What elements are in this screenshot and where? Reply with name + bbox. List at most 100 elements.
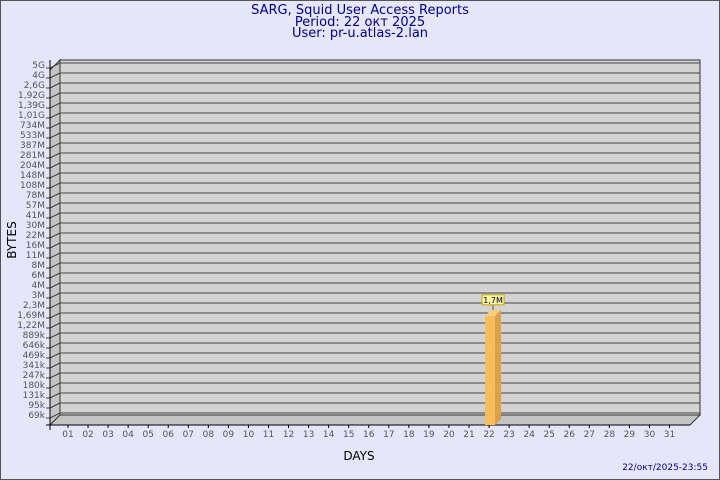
- x-tick-label: 12: [283, 430, 294, 440]
- gridline-side: [49, 162, 61, 169]
- x-tick-label: 31: [664, 430, 675, 440]
- y-tick-label: 1,69M: [17, 311, 45, 321]
- gridline-side: [49, 242, 61, 249]
- generated-timestamp: 22/окт/2025-23:55: [622, 463, 708, 473]
- y-tick-label: 204M: [20, 161, 45, 171]
- x-tick-label: 25: [543, 430, 554, 440]
- x-tick-label: 24: [523, 430, 535, 440]
- y-tick-label: 387M: [20, 141, 45, 151]
- gridline-side: [49, 322, 61, 329]
- data-label-box: [481, 294, 505, 306]
- gridline-side: [49, 222, 61, 229]
- chart-title: SARG, Squid User Access Reports: [251, 3, 469, 18]
- x-tick-label: 18: [403, 430, 415, 440]
- x-tick-label: 06: [163, 430, 175, 440]
- gridline-side: [49, 122, 61, 129]
- gridline-side: [49, 262, 61, 269]
- y-tick-label: 180k: [23, 381, 46, 391]
- y-tick-label: 131k: [23, 391, 46, 401]
- gridline-side: [49, 332, 61, 339]
- gridline-side: [49, 372, 61, 379]
- y-tick-label: 22M: [26, 231, 45, 241]
- y-tick-label: 469k: [23, 351, 46, 361]
- x-tick-label: 11: [263, 430, 274, 440]
- y-tick-label: 281M: [20, 151, 45, 161]
- x-tick-label: 07: [183, 430, 194, 440]
- x-tick-label: 09: [223, 430, 235, 440]
- gridline-side: [49, 382, 61, 389]
- gridline-side: [49, 302, 61, 309]
- x-tick-label: 08: [203, 430, 215, 440]
- user-text: User: pr-u.atlas-2.lan: [291, 26, 429, 41]
- gridline-side: [49, 62, 61, 69]
- y-tick-label: 78M: [26, 191, 45, 201]
- y-tick-label: 69k: [28, 411, 45, 421]
- y-tick-label: 247k: [23, 371, 46, 381]
- y-tick-label: 30M: [26, 221, 45, 231]
- y-tick-label: 3M: [32, 291, 46, 301]
- x-tick-label: 16: [363, 430, 375, 440]
- x-tick-label: 01: [62, 430, 73, 440]
- x-tick-label: 29: [624, 430, 636, 440]
- y-tick-label: 646k: [23, 341, 46, 351]
- y-tick-label: 11M: [26, 251, 45, 261]
- gridline-side: [49, 192, 61, 199]
- y-tick-label: 1,39G: [18, 101, 45, 111]
- y-tick-label: 1,22M: [17, 321, 45, 331]
- bar-side: [495, 309, 502, 425]
- y-tick-label: 533M: [20, 131, 45, 141]
- y-tick-label: 1,01G: [18, 111, 45, 121]
- gridline-side: [49, 182, 61, 189]
- x-tick-label: 22: [483, 430, 494, 440]
- x-tick-label: 27: [584, 430, 595, 440]
- gridline-side: [49, 172, 61, 179]
- gridline-side: [49, 292, 61, 299]
- period-text: Period: 22 окт 2025: [294, 15, 426, 30]
- y-tick-label: 95k: [28, 401, 45, 411]
- y-tick-label: 5G: [32, 61, 45, 71]
- gridline-side: [49, 342, 61, 349]
- y-tick-label: 16M: [26, 241, 45, 251]
- gridline-side: [49, 392, 61, 399]
- y-tick-label: 1,92G: [18, 91, 45, 101]
- x-tick-label: 03: [102, 430, 113, 440]
- gridline-side: [49, 282, 61, 289]
- gridline-side: [49, 92, 61, 99]
- gridline-side: [49, 362, 61, 369]
- y-tick-label: 148M: [20, 171, 45, 181]
- y-tick-label: 4M: [32, 281, 46, 291]
- gridline-side: [49, 82, 61, 89]
- gridline-side: [49, 142, 61, 149]
- y-tick-label: 8M: [32, 261, 46, 271]
- x-tick-label: 30: [644, 430, 656, 440]
- x-tick-label: 13: [303, 430, 314, 440]
- y-tick-label: 57M: [26, 201, 45, 211]
- y-tick-label: 6M: [32, 271, 46, 281]
- gridline-side: [49, 352, 61, 359]
- x-tick-label: 23: [503, 430, 514, 440]
- gridline-side: [49, 232, 61, 239]
- plot-left-wall: [49, 58, 61, 427]
- y-tick-label: 41M: [26, 211, 45, 221]
- gridline-side: [49, 412, 61, 419]
- y-tick-label: 889k: [23, 331, 46, 341]
- gridline-side: [49, 252, 61, 259]
- gridline-side: [49, 102, 61, 109]
- y-tick-label: 341k: [23, 361, 46, 371]
- y-axis-label: BYTES: [5, 221, 19, 258]
- x-tick-label: 17: [383, 430, 394, 440]
- x-tick-label: 05: [142, 430, 153, 440]
- x-tick-label: 20: [443, 430, 455, 440]
- x-tick-label: 10: [243, 430, 255, 440]
- x-tick-label: 04: [122, 430, 134, 440]
- x-axis-label: DAYS: [343, 449, 374, 463]
- y-tick-label: 734M: [20, 121, 45, 131]
- gridline-side: [49, 402, 61, 409]
- y-tick-label: 108M: [20, 181, 45, 191]
- data-label: 1,7M: [483, 296, 503, 305]
- x-tick-label: 02: [82, 430, 93, 440]
- x-tick-label: 26: [564, 430, 576, 440]
- x-tick-label: 14: [323, 430, 335, 440]
- y-tick-label: 2,3M: [23, 301, 45, 311]
